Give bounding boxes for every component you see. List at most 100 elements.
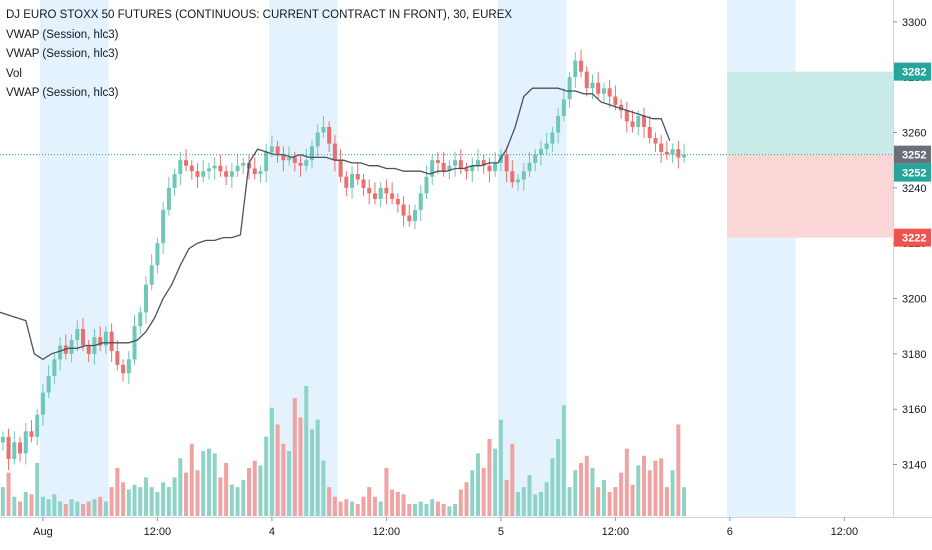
candle-body[interactable] [235,165,240,172]
candle-body[interactable] [321,126,326,133]
candle-body[interactable] [504,154,509,172]
candle-body[interactable] [413,209,418,222]
candle-body[interactable] [384,187,389,194]
candle-body[interactable] [275,146,280,155]
candle-body[interactable] [103,331,108,346]
candle-body[interactable] [229,171,234,177]
candle-body[interactable] [252,168,257,174]
candle-body[interactable] [6,436,11,459]
candle-body[interactable] [624,110,629,122]
candle-body[interactable] [338,160,343,177]
candle-body[interactable] [218,165,223,172]
candle-body[interactable] [143,284,148,313]
candle-body[interactable] [475,160,480,166]
candle-body[interactable] [401,204,406,216]
candle-body[interactable] [516,179,521,183]
candle-body[interactable] [613,96,618,105]
candle-body[interactable] [121,364,126,374]
candle-body[interactable] [538,149,543,155]
indicator-vwap-1[interactable]: VWAP (Session, hlc3) [6,28,119,41]
candle-body[interactable] [487,165,492,172]
candle-body[interactable] [184,160,189,166]
candle-body[interactable] [58,345,63,360]
candle-body[interactable] [441,162,446,172]
candle-body[interactable] [407,215,412,222]
candle-body[interactable] [126,359,131,374]
candle-body[interactable] [596,82,601,94]
candle-body[interactable] [521,171,526,180]
candle-body[interactable] [510,171,515,183]
candle-body[interactable] [344,176,349,188]
candle-body[interactable] [309,146,314,161]
candle-body[interactable] [395,198,400,205]
candle-body[interactable] [189,165,194,172]
candle-body[interactable] [544,143,549,150]
candle-body[interactable] [201,171,206,177]
candle-body[interactable] [584,71,589,89]
candle-body[interactable] [281,154,286,161]
candle-body[interactable] [12,442,17,459]
candle-body[interactable] [292,157,297,163]
candle-body[interactable] [224,171,229,177]
candle-body[interactable] [52,359,57,376]
candle-body[interactable] [641,115,646,127]
candle-body[interactable] [355,174,360,180]
candle-body[interactable] [161,209,166,244]
indicator-vwap-3[interactable]: VWAP (Session, hlc3) [6,87,119,99]
candle-body[interactable] [670,149,675,155]
candle-body[interactable] [367,187,372,194]
candle-body[interactable] [166,187,171,210]
candle-body[interactable] [75,328,80,340]
candle-body[interactable] [172,174,177,188]
candle-body[interactable] [676,149,681,158]
candle-body[interactable] [69,340,74,354]
candle-body[interactable] [619,104,624,111]
candle-body[interactable] [195,171,200,177]
candle-body[interactable] [601,88,606,94]
price-badge-gray[interactable] [894,145,931,164]
candle-body[interactable] [80,328,86,346]
candle-body[interactable] [350,174,355,188]
candle-body[interactable] [435,160,440,163]
candle-body[interactable] [264,151,269,172]
candle-body[interactable] [46,375,51,393]
candle-body[interactable] [430,160,435,177]
candle-body[interactable] [533,154,538,163]
candle-body[interactable] [470,165,475,172]
candle-body[interactable] [567,77,572,100]
candle-body[interactable] [378,187,383,199]
candle-body[interactable] [424,176,429,194]
symbol-title[interactable]: DJ EURO STOXX 50 FUTURES (CONTINUOUS: CU… [6,9,513,21]
candle-body[interactable] [327,126,332,144]
loss-zone[interactable] [726,154,893,238]
candle-body[interactable] [682,154,687,158]
candle-body[interactable] [98,337,103,346]
candle-body[interactable] [40,392,45,415]
candle-body[interactable] [464,168,469,172]
candle-body[interactable] [561,99,566,116]
candle-body[interactable] [18,442,23,454]
price-badge-green[interactable] [894,62,931,81]
candle-body[interactable] [630,121,635,127]
candle-body[interactable] [453,160,458,166]
candle-body[interactable] [636,115,641,127]
candle-body[interactable] [550,132,555,144]
candle-body[interactable] [653,138,658,144]
candle-body[interactable] [361,179,366,188]
candle-body[interactable] [315,132,320,147]
price-badge-green[interactable] [894,163,931,182]
indicator-vwap-2[interactable]: VWAP (Session, hlc3) [6,48,119,60]
candle-body[interactable] [138,312,143,327]
candle-body[interactable] [664,151,669,155]
candle-body[interactable] [287,157,292,161]
candle-body[interactable] [155,243,160,266]
candle-body[interactable] [29,431,34,437]
candle-body[interactable] [607,88,612,97]
candle-body[interactable] [115,351,120,365]
candle-body[interactable] [0,436,5,443]
candle-body[interactable] [206,168,211,172]
candle-body[interactable] [35,414,40,437]
candle-body[interactable] [109,331,114,352]
